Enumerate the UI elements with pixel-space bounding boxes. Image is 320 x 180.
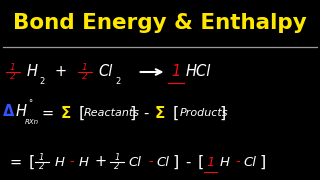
Text: ]: ] xyxy=(219,106,226,121)
Text: [: [ xyxy=(198,154,204,170)
Text: 1: 1 xyxy=(206,156,215,168)
Text: Reactants: Reactants xyxy=(84,108,140,118)
Text: 2: 2 xyxy=(10,72,16,81)
Text: Cl: Cl xyxy=(128,156,141,168)
Text: Products: Products xyxy=(180,108,228,118)
Text: 2: 2 xyxy=(82,72,88,81)
Text: 1: 1 xyxy=(10,63,16,72)
Text: Σ: Σ xyxy=(155,106,165,121)
Text: H: H xyxy=(78,156,88,168)
Text: H: H xyxy=(54,156,64,168)
Text: ]: ] xyxy=(260,154,266,170)
Text: Cl: Cl xyxy=(156,156,169,168)
Text: +: + xyxy=(55,64,67,80)
Text: -: - xyxy=(186,154,191,170)
Text: +: + xyxy=(95,154,107,170)
Text: Σ: Σ xyxy=(60,106,71,121)
Text: 2: 2 xyxy=(114,162,119,171)
Text: =: = xyxy=(42,106,54,121)
Text: Cl: Cl xyxy=(244,156,256,168)
Text: 1: 1 xyxy=(39,153,44,162)
Text: Bond Energy & Enthalpy: Bond Energy & Enthalpy xyxy=(13,13,307,33)
Text: 2: 2 xyxy=(39,162,44,171)
Text: -: - xyxy=(148,156,153,168)
Text: [: [ xyxy=(29,154,35,170)
Text: -: - xyxy=(143,106,148,121)
Text: Δ: Δ xyxy=(3,104,15,119)
Text: 1: 1 xyxy=(82,63,88,72)
Text: 2: 2 xyxy=(115,77,120,86)
Text: -: - xyxy=(236,156,240,168)
Text: -: - xyxy=(70,156,74,168)
Text: H: H xyxy=(220,156,230,168)
Text: Cl: Cl xyxy=(99,64,113,80)
Text: RXn: RXn xyxy=(25,119,39,125)
Text: H: H xyxy=(15,104,26,119)
Text: 1: 1 xyxy=(172,64,180,80)
Text: H: H xyxy=(27,64,37,80)
Text: HCl: HCl xyxy=(186,64,211,80)
Text: ]: ] xyxy=(130,106,136,121)
Text: =: = xyxy=(10,154,22,170)
Text: ]: ] xyxy=(172,154,179,170)
Text: [: [ xyxy=(78,106,85,121)
Text: [: [ xyxy=(173,106,179,121)
Text: °: ° xyxy=(28,99,32,108)
Text: 1: 1 xyxy=(114,153,119,162)
Text: 2: 2 xyxy=(39,77,44,86)
